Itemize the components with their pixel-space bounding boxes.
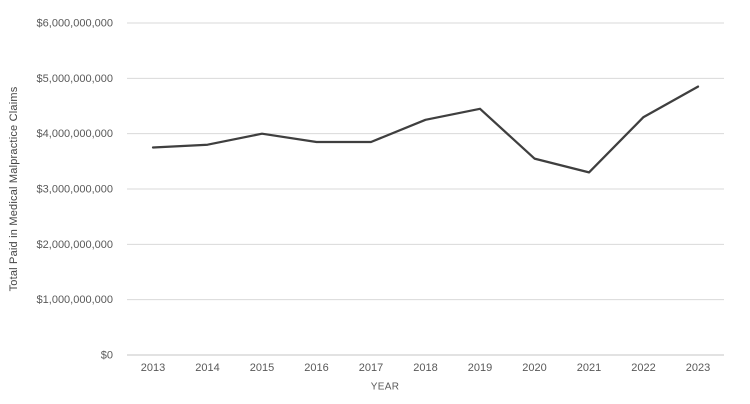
y-tick-label: $6,000,000,000	[37, 18, 113, 30]
x-axis-title: YEAR	[370, 381, 400, 393]
x-tick-label: 2016	[304, 362, 328, 374]
x-tick-label: 2020	[522, 362, 546, 374]
x-tick-label: 2017	[359, 362, 383, 374]
y-tick-label: $4,000,000,000	[37, 128, 113, 140]
y-tick-label: $1,000,000,000	[37, 294, 113, 306]
x-tick-label: 2013	[141, 362, 165, 374]
x-tick-label: 2014	[195, 362, 219, 374]
y-tick-label: $3,000,000,000	[37, 184, 113, 196]
x-tick-label: 2018	[413, 362, 437, 374]
x-tick-label: 2019	[468, 362, 492, 374]
x-tick-label: 2022	[631, 362, 655, 374]
y-tick-label: $0	[101, 350, 113, 362]
y-tick-label: $2,000,000,000	[37, 239, 113, 251]
data-line	[151, 85, 700, 174]
x-tick-label: 2021	[577, 362, 601, 374]
x-tick-label: 2023	[686, 362, 710, 374]
y-tick-label: $5,000,000,000	[37, 73, 113, 85]
x-tick-label: 2015	[250, 362, 274, 374]
